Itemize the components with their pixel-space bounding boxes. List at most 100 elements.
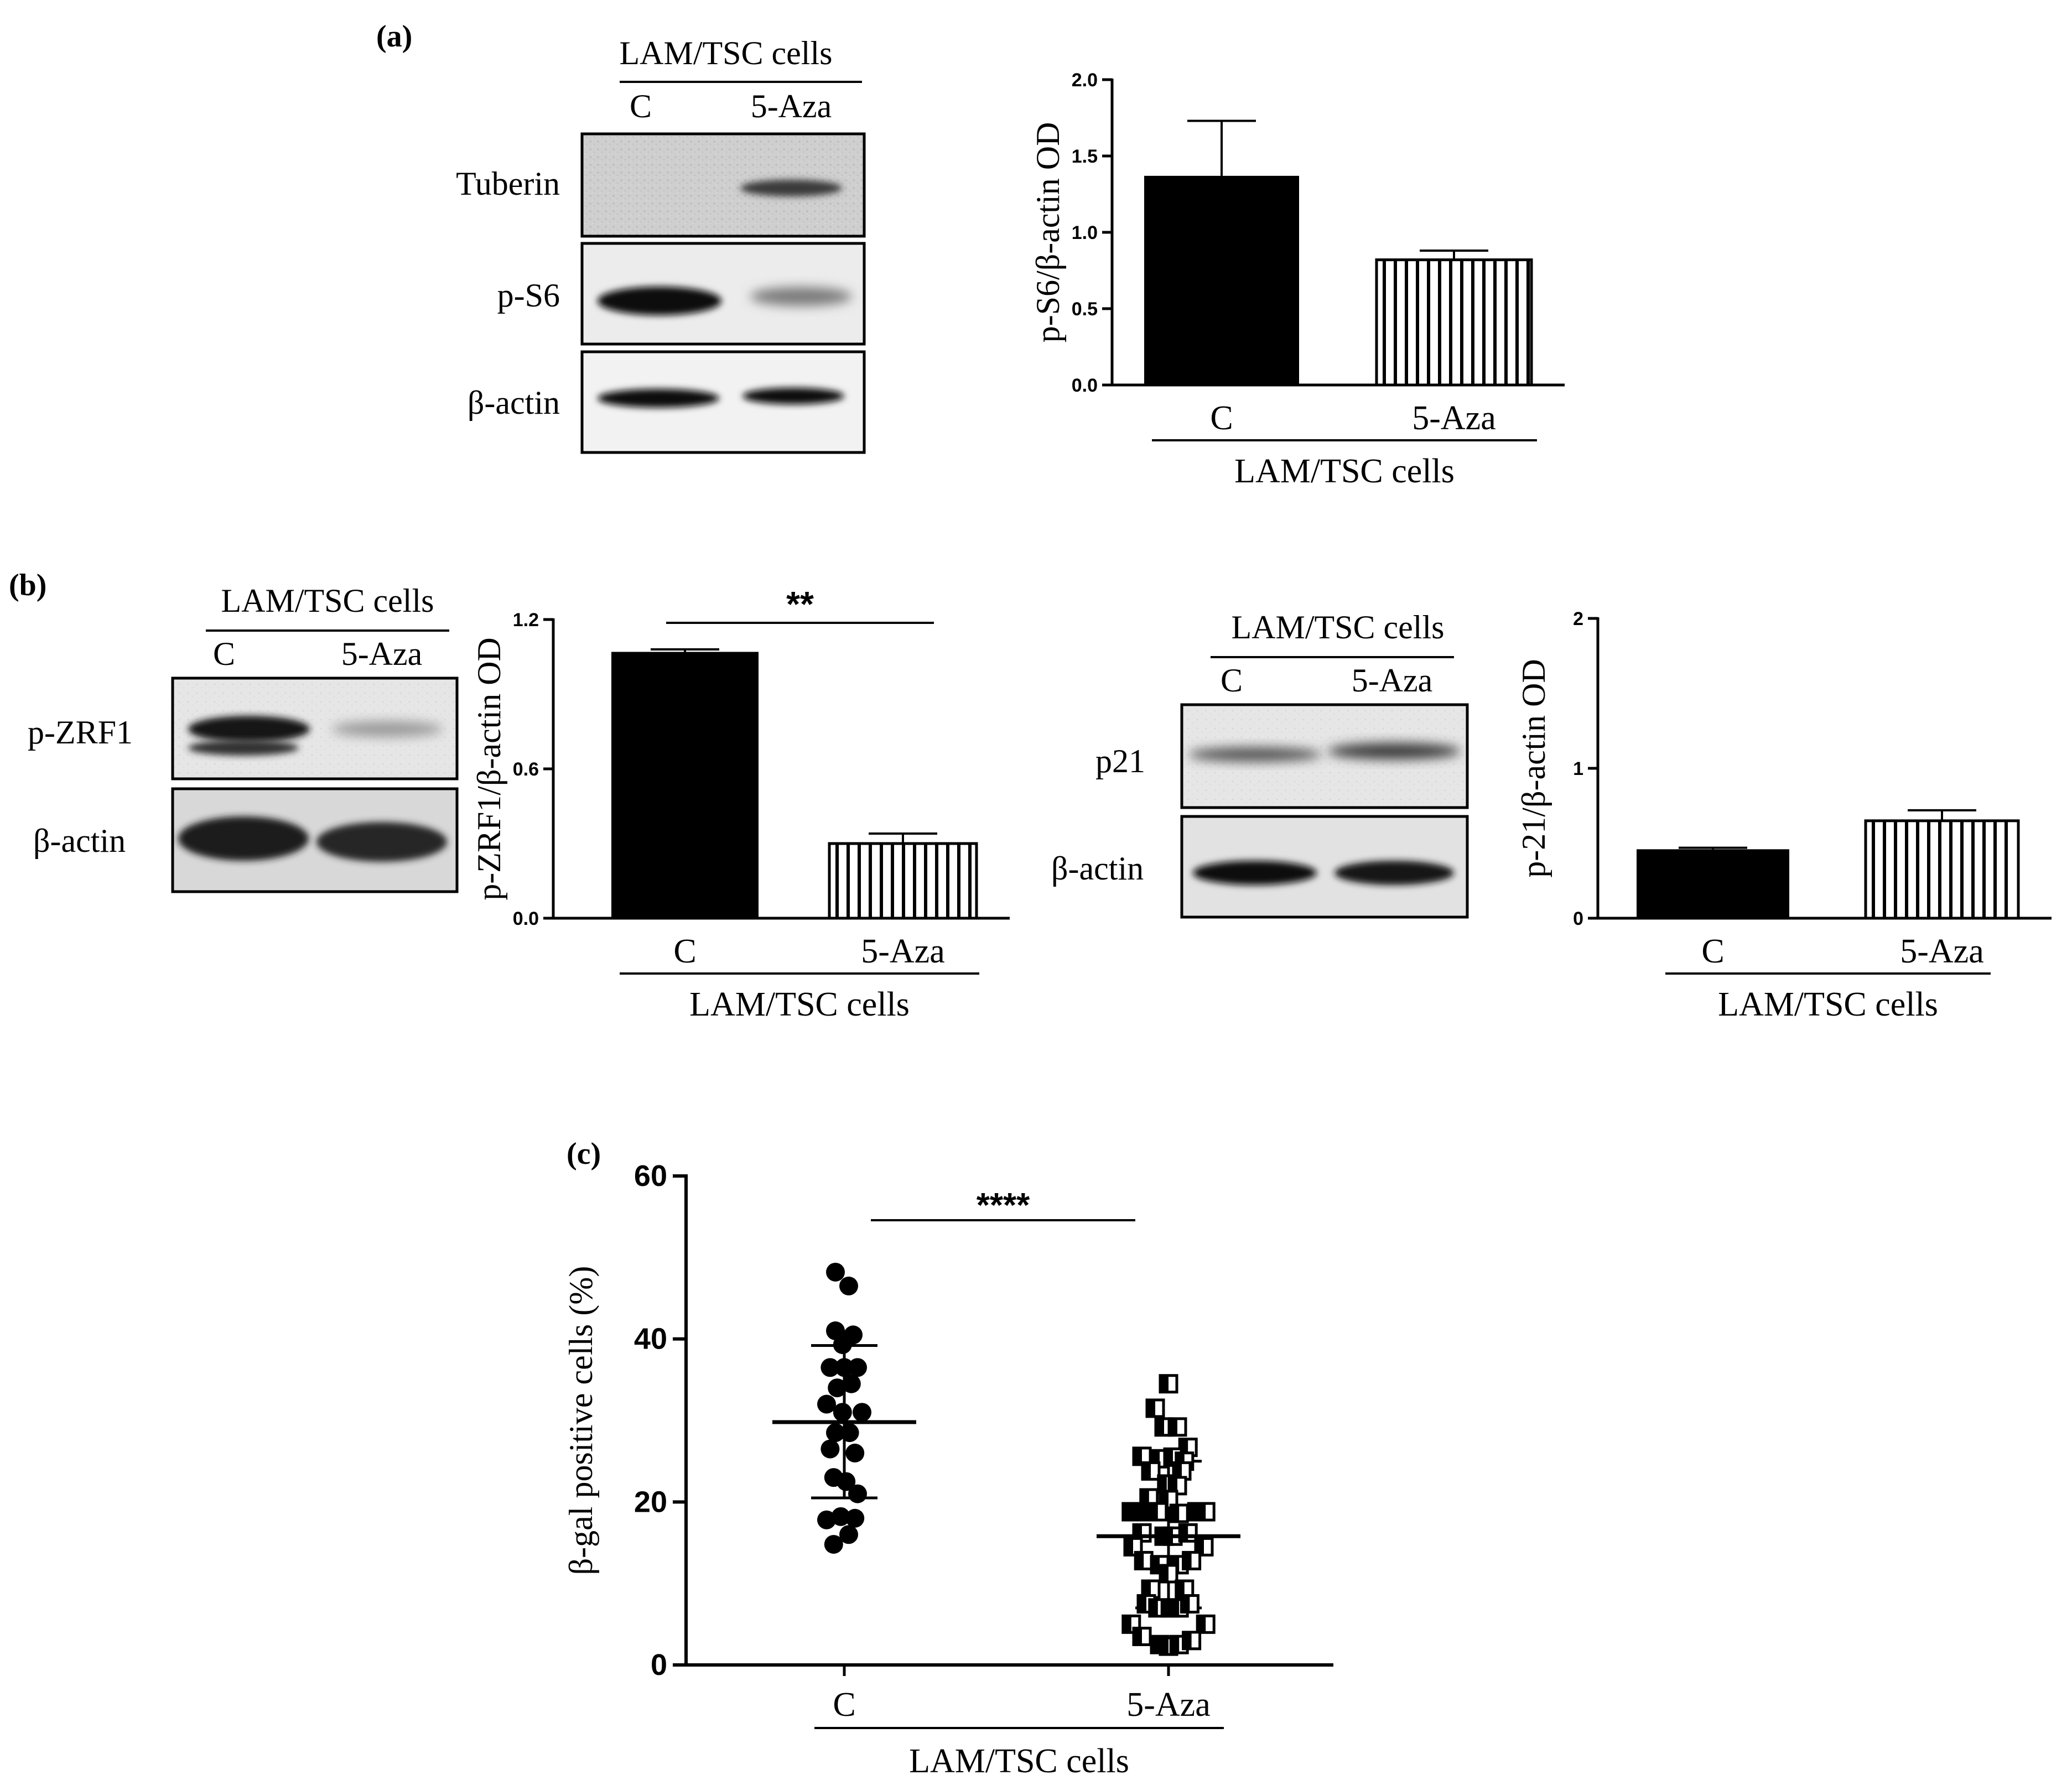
x-group-label: LAM/TSC cells bbox=[1718, 986, 1938, 1023]
data-point bbox=[848, 1484, 867, 1503]
data-point bbox=[835, 1358, 854, 1377]
data-point bbox=[828, 1378, 847, 1398]
blot-band bbox=[188, 716, 310, 742]
blot-band bbox=[178, 816, 309, 861]
data-point bbox=[837, 1472, 856, 1491]
data-point bbox=[842, 1374, 861, 1393]
blot-band bbox=[188, 740, 299, 756]
data-point bbox=[1180, 1594, 1199, 1614]
chart-a: 0.0 0.5 1.0 1.5 2.0 C 5-Aza LAM/TSC cells p-S6/β… bbox=[1030, 70, 1565, 490]
y-axis-label: β-gal positive cells (%) bbox=[563, 1266, 599, 1575]
blot-band bbox=[742, 388, 844, 404]
bar bbox=[1144, 175, 1299, 385]
blot-band bbox=[1334, 861, 1454, 885]
x-category-label: C bbox=[833, 1686, 855, 1724]
chart-c: 0 20 40 60 C 5-Aza LAM/TSC cells β-gal positive… bbox=[563, 1159, 1333, 1780]
data-point bbox=[817, 1394, 836, 1414]
blot-b1-group-label: LAM/TSC cells bbox=[221, 582, 434, 619]
blot-a-group-label: LAM/TSC cells bbox=[620, 35, 833, 71]
blot-band bbox=[750, 287, 852, 306]
blot-b2-row-label: p21 bbox=[1095, 743, 1145, 779]
x-category-label: C bbox=[1210, 399, 1233, 437]
significance-marker: ** bbox=[786, 584, 814, 624]
panel-c-label: (c) bbox=[567, 1137, 601, 1171]
panel-b-left-western-blot: LAM/TSC cells C 5-Aza p-ZRF1 β-actin bbox=[28, 582, 459, 893]
data-point bbox=[1182, 1550, 1202, 1570]
data-point bbox=[821, 1439, 840, 1459]
x-category-label: 5-Aza bbox=[861, 933, 944, 970]
data-point bbox=[853, 1403, 871, 1422]
bar-stripes bbox=[1383, 259, 1530, 385]
bar-stripes bbox=[1872, 820, 2008, 918]
bar bbox=[611, 652, 759, 918]
data-point bbox=[840, 1423, 859, 1443]
blot-a-row-label: β-actin bbox=[468, 384, 560, 421]
y-axis-label: p-S6/β-actin OD bbox=[1030, 122, 1066, 343]
y-tick-label: 2 bbox=[1573, 608, 1583, 629]
blot-band bbox=[598, 389, 719, 408]
y-tick-label: 60 bbox=[634, 1159, 667, 1193]
blot-a-lane-label: C bbox=[630, 88, 652, 124]
data-point bbox=[839, 1525, 858, 1544]
blot-b2-lane-label: C bbox=[1221, 662, 1243, 699]
blot-band bbox=[1193, 861, 1317, 885]
x-category-label: 5-Aza bbox=[1412, 399, 1495, 437]
blot-b1-lane-label: C bbox=[213, 636, 235, 672]
y-tick-label: 0.0 bbox=[1072, 375, 1098, 396]
x-category-label: C bbox=[673, 933, 696, 970]
x-group-label: LAM/TSC cells bbox=[689, 986, 910, 1023]
data-point bbox=[826, 1423, 845, 1443]
blot-b1-lane-label: 5-Aza bbox=[341, 636, 423, 672]
blot-band bbox=[740, 180, 842, 196]
data-point bbox=[1196, 1614, 1216, 1634]
y-tick-label: 2.0 bbox=[1072, 70, 1098, 91]
blot-band bbox=[316, 822, 447, 862]
panel-a-western-blot: LAM/TSC cells C 5-Aza Tuberin p-S6 β-act… bbox=[456, 35, 866, 454]
data-point bbox=[839, 1276, 858, 1295]
blot-band bbox=[598, 287, 721, 315]
data-point bbox=[1159, 1374, 1178, 1394]
x-category-label: 5-Aza bbox=[1126, 1686, 1210, 1724]
data-point bbox=[845, 1508, 865, 1528]
chart-b-right: 0 1 2 C 5-Aza LAM/TSC cells p-21/β-actin OD bbox=[1515, 608, 2052, 1023]
data-point bbox=[1167, 1417, 1187, 1437]
y-tick-label: 40 bbox=[634, 1323, 667, 1356]
data-point bbox=[1159, 1564, 1178, 1584]
data-point bbox=[1145, 1398, 1165, 1418]
data-point bbox=[1132, 1626, 1152, 1646]
y-tick-label: 0.0 bbox=[513, 908, 539, 929]
data-point bbox=[1169, 1503, 1189, 1523]
panel-b-right-western-blot: LAM/TSC cells C 5-Aza p21 β-actin bbox=[1051, 609, 1469, 919]
y-tick-label: 1.0 bbox=[1072, 222, 1098, 243]
data-point bbox=[1121, 1614, 1141, 1634]
data-point bbox=[833, 1335, 852, 1354]
bar-stripes bbox=[835, 844, 972, 918]
data-point bbox=[824, 1534, 843, 1554]
blot-b2-row-label: β-actin bbox=[1051, 850, 1144, 887]
y-axis-label: p-21/β-actin OD bbox=[1515, 659, 1552, 877]
bar bbox=[1637, 849, 1789, 918]
y-tick-label: 1.5 bbox=[1072, 146, 1098, 167]
data-point bbox=[831, 1507, 850, 1526]
blot-b2-group-label: LAM/TSC cells bbox=[1232, 609, 1445, 646]
data-point bbox=[1178, 1523, 1198, 1543]
blot-a-lane-label: 5-Aza bbox=[751, 88, 832, 124]
x-group-label: LAM/TSC cells bbox=[1234, 452, 1455, 490]
y-tick-label: 20 bbox=[634, 1485, 667, 1518]
data-point bbox=[1141, 1461, 1161, 1481]
data-point bbox=[1134, 1550, 1154, 1570]
y-axis-label: p-ZRF1/β-actin OD bbox=[471, 637, 507, 900]
data-point bbox=[845, 1443, 865, 1462]
y-tick-label: 1.2 bbox=[513, 610, 539, 631]
x-category-label: C bbox=[1701, 933, 1724, 970]
data-point bbox=[848, 1358, 867, 1377]
blot-b1-row-label: β-actin bbox=[33, 823, 126, 859]
blot-b2-lane-label: 5-Aza bbox=[1352, 662, 1433, 699]
data-point bbox=[817, 1510, 836, 1529]
bar bbox=[1375, 258, 1533, 387]
y-tick-label: 1 bbox=[1573, 758, 1583, 779]
y-tick-label: 0 bbox=[1573, 908, 1583, 929]
y-tick-label: 0.5 bbox=[1072, 299, 1098, 320]
bar bbox=[1864, 819, 2020, 920]
x-group-label: LAM/TSC cells bbox=[909, 1742, 1129, 1780]
